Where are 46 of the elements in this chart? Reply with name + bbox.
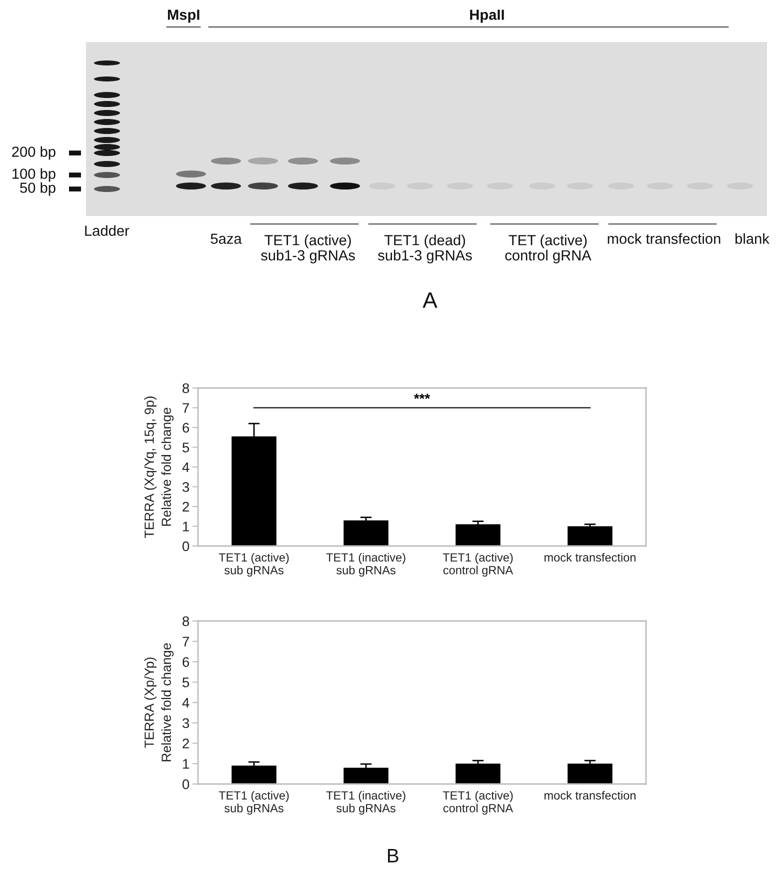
y-tick-label: 3: [182, 718, 190, 728]
y-tick-label: 2: [182, 738, 189, 748]
y-axis-title: TERRA (Xp/Yp) Relative fold change: [144, 643, 174, 762]
text: blank: [736, 233, 770, 244]
text: B: [388, 849, 398, 862]
x-tick-label: TET1 (active) sub gRNAs: [218, 790, 289, 815]
y-tick-label: 4: [182, 698, 190, 708]
text: TET1 (dead) sub1-3 gRNAs: [378, 234, 472, 264]
text: 50 bp: [20, 182, 56, 196]
y-tick-label: 8: [182, 383, 190, 394]
y-tick-label: 7: [182, 636, 189, 646]
text: Ladder: [85, 225, 130, 236]
y-tick-label: 8: [182, 616, 190, 626]
y-tick-label: 1: [183, 759, 189, 769]
y-tick-label: 2: [182, 502, 189, 512]
text: 5aza: [210, 234, 242, 244]
x-tick-label: TET1 (inactive) sub gRNAs: [326, 790, 406, 815]
bar: [568, 526, 612, 546]
x-tick-label: mock transfection: [544, 552, 636, 562]
text: 200 bp: [12, 146, 56, 160]
y-tick-label: 6: [182, 422, 190, 433]
x-tick-label: TET1 (active) control gRNA: [442, 552, 514, 577]
y-tick-label: 7: [182, 403, 189, 413]
text: HpaII: [470, 10, 504, 23]
bar: [456, 524, 500, 546]
text: TET1 (active) sub1-3 gRNAs: [260, 234, 355, 264]
x-tick-label: mock transfection: [544, 790, 636, 800]
text: 100 bp: [12, 168, 56, 182]
y-tick-label: 6: [182, 657, 190, 667]
y-tick-label: 1: [183, 522, 189, 532]
x-tick-label: TET1 (active) sub gRNAs: [218, 552, 289, 577]
y-axis-title: TERRA (Xq/Yq, 15q, 9p) Relative fold change: [144, 396, 174, 538]
y-tick-label: 5: [182, 678, 190, 688]
y-tick-label: 0: [182, 541, 190, 552]
x-tick-label: TET1 (inactive) sub gRNAs: [326, 552, 406, 577]
bar: [344, 520, 388, 546]
y-tick-label: 3: [182, 482, 190, 492]
y-tick-label: 0: [182, 779, 190, 790]
text: MspI: [168, 10, 200, 23]
y-tick-label: 4: [182, 462, 190, 472]
annotation: ***: [414, 394, 430, 399]
text: A: [422, 292, 438, 308]
text: mock transfection: [608, 233, 720, 244]
text: TET (active) control gRNA: [505, 234, 592, 264]
y-tick-label: 5: [182, 442, 190, 452]
x-tick-label: TET1 (active) control gRNA: [442, 790, 514, 815]
